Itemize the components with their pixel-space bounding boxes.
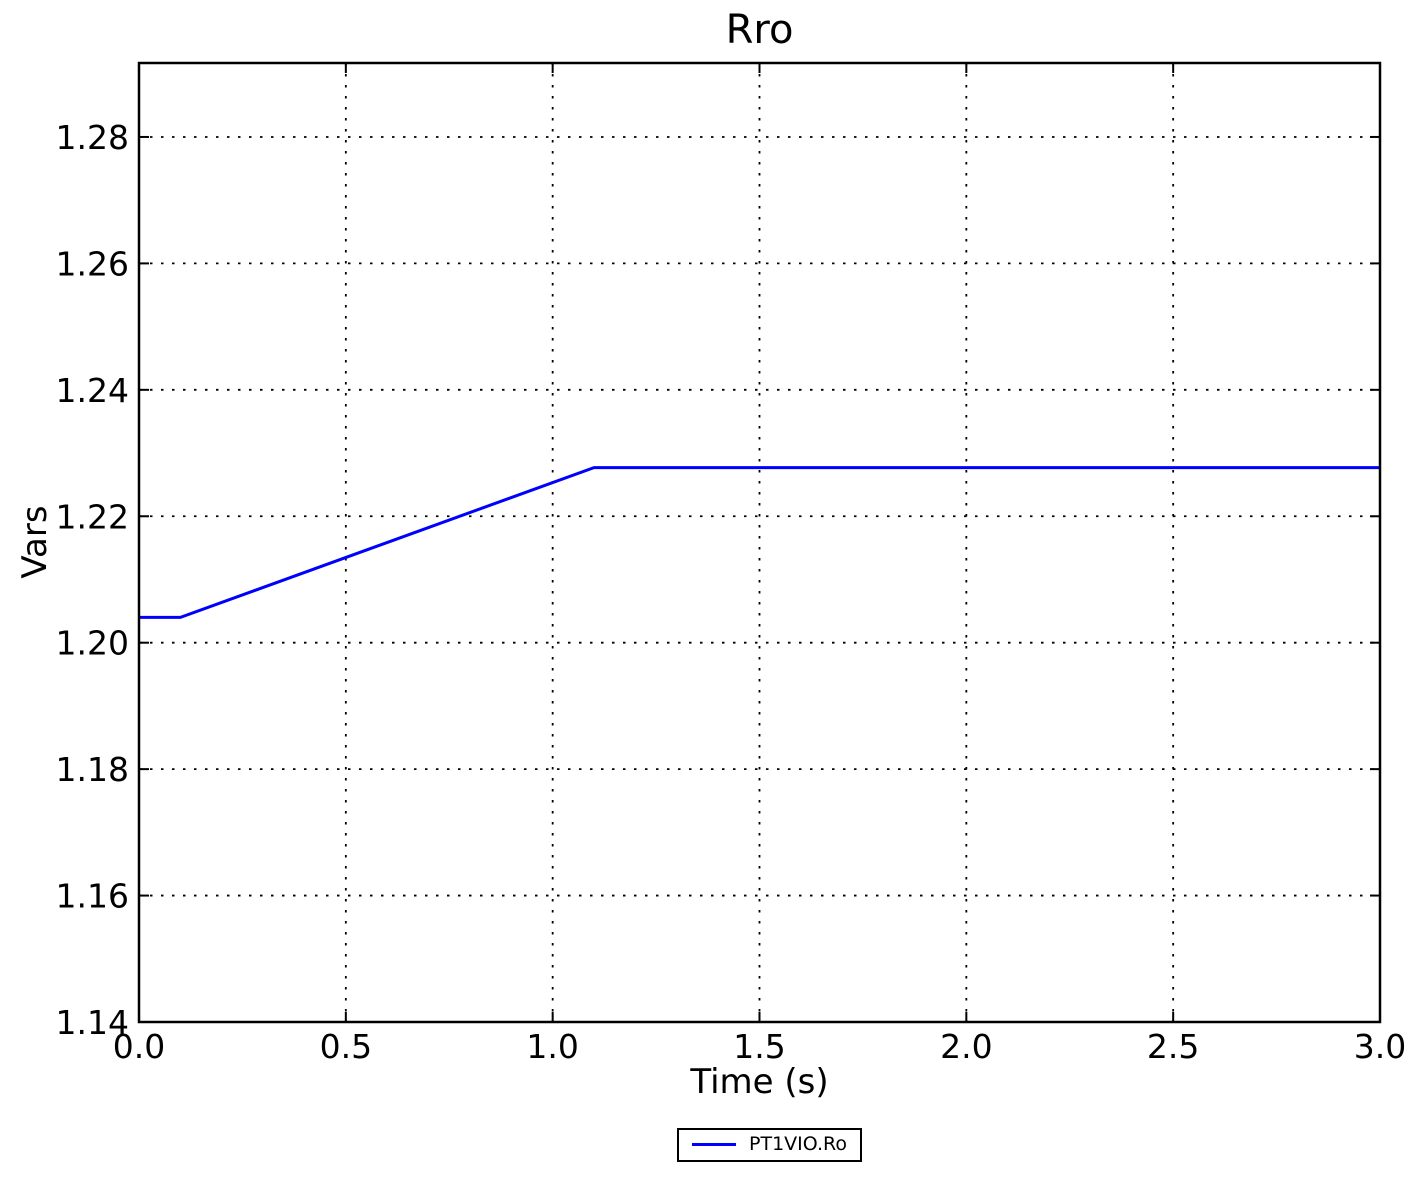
series-line-PT1VIO.Ro	[139, 466, 1380, 619]
y-tick-label: 1.20	[56, 624, 129, 663]
legend-entry-label: PT1VIO.Ro	[749, 1133, 847, 1155]
x-tick-label: 2.0	[940, 1027, 992, 1066]
y-tick-label: 1.24	[56, 371, 129, 410]
legend: PT1VIO.Ro	[677, 1128, 862, 1162]
y-tick-label: 1.14	[56, 1003, 129, 1042]
chart-title: Rro	[725, 7, 794, 53]
y-tick-label: 1.28	[56, 118, 129, 157]
y-tick-label: 1.22	[56, 497, 129, 536]
x-tick-label: 0.0	[113, 1027, 165, 1066]
x-tick-label: 1.5	[733, 1027, 785, 1066]
legend-line-icon	[692, 1142, 736, 1146]
y-tick-label: 1.18	[56, 750, 129, 789]
y-tick-label: 1.26	[56, 244, 129, 283]
x-tick-label: 0.5	[320, 1027, 372, 1066]
x-tick-label: 3.0	[1354, 1027, 1406, 1066]
x-tick-label: 1.0	[526, 1027, 578, 1066]
y-tick-label: 1.16	[56, 877, 129, 916]
x-tick-label: 2.5	[1147, 1027, 1199, 1066]
x-axis-label: Time (s)	[690, 1062, 829, 1102]
